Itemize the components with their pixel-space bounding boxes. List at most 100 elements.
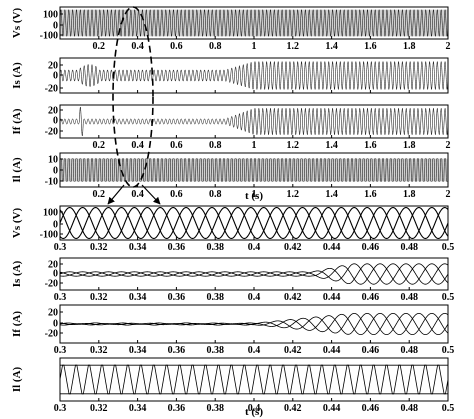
- x-tick-label: 0.2: [93, 41, 106, 52]
- x-tick-label: 0.36: [168, 403, 186, 414]
- x-tick-label: 0.4: [131, 41, 144, 52]
- panel-7: 200-20 If (A) 0.3 0.32 0.34 0.36 0.38 0.4 0.42 0.…: [11, 304, 455, 356]
- x-tick-label: 0.48: [400, 345, 418, 356]
- x-tick-label: 2: [446, 140, 451, 151]
- x-tick-label: 0.2: [93, 140, 106, 151]
- y-axis-label: If (A): [11, 311, 23, 337]
- y-tick-label: 0: [53, 269, 58, 280]
- x-tick-label: 0.3: [54, 403, 67, 414]
- x-tick-label: 0.42: [284, 403, 302, 414]
- series-phase-2: [60, 263, 448, 285]
- x-axis-label-top: t (s): [245, 190, 263, 202]
- panel-2: 200 -20 Is (A): [11, 57, 449, 95]
- x-tick-label: 2: [446, 41, 451, 52]
- y-tick-label: -100: [40, 230, 58, 241]
- series-phase-3: [60, 263, 448, 285]
- y-axis-label: Vs (V): [11, 208, 23, 239]
- x-tick-label: 1.8: [403, 41, 416, 52]
- series-phase-3: [60, 312, 448, 336]
- x-tick-label: 1.6: [364, 140, 377, 151]
- x-tick-label: 0.46: [362, 345, 380, 356]
- x-tick-label: 0.46: [362, 242, 380, 253]
- series-phase-2: [60, 312, 448, 336]
- x-tick-label: 0.4: [131, 140, 144, 151]
- series-envelope: [60, 158, 448, 182]
- x-tick-label: 0.32: [90, 403, 108, 414]
- panel-6-traces: [60, 263, 448, 285]
- y-tick-label: 10: [48, 155, 58, 166]
- x-tick-label: 0.36: [168, 242, 186, 253]
- x-tick-label: 0.3: [54, 292, 67, 303]
- x-tick-label: 0.4: [248, 403, 261, 414]
- x-tick-label: 0.5: [442, 403, 455, 414]
- x-tick-label: 0.38: [206, 242, 224, 253]
- x-tick-label: 0.6: [170, 140, 183, 151]
- zoom-arrow-right: [141, 184, 161, 205]
- series-envelope: [60, 9, 448, 37]
- series-line: [60, 158, 448, 182]
- y-tick-label: 100: [43, 208, 58, 219]
- panel-6: 200-20 Is (A) 0.3 0.32 0.34 0.36 0.38 0.4 0.42 0.…: [11, 257, 454, 303]
- y-tick-label: 0: [53, 319, 58, 330]
- x-tick-label: 1: [252, 41, 257, 52]
- panel-8: Il (A) 0.3 0.32 0.34 0.36 0.38 0.4 0.42 0.44 0.46…: [11, 357, 455, 414]
- y-tick-label: 0: [53, 116, 58, 127]
- y-tick-label: 20: [48, 260, 58, 271]
- x-tick-label: 0.8: [209, 140, 222, 151]
- y-axis-label: Vs (V): [11, 8, 23, 39]
- panel-7-traces: [60, 312, 448, 336]
- y-tick-label: 0: [53, 21, 58, 32]
- panel-4: 100-10 Il (A) 0.2 0.4 0.6 0.8 1 1.2 1.4 1.6 1.8 2: [11, 152, 451, 200]
- series-line: [60, 9, 448, 37]
- x-tick-label: 0.32: [90, 345, 108, 356]
- x-tick-label: 0.44: [323, 403, 341, 414]
- x-tick-label: 0.46: [362, 403, 380, 414]
- y-axis-label: Il (A): [11, 366, 23, 392]
- x-tick-label: 0.38: [206, 345, 224, 356]
- x-tick-label: 1.6: [364, 41, 377, 52]
- y-tick-label: 20: [48, 308, 58, 319]
- x-tick-label: 0.3: [54, 242, 67, 253]
- x-tick-label: 0.32: [90, 242, 108, 253]
- x-tick-label: 0.32: [90, 292, 108, 303]
- y-tick-label: 0: [53, 220, 58, 231]
- x-tick-label: 0.4: [131, 189, 144, 200]
- y-tick-label: 20: [48, 61, 58, 72]
- series-phase-1: [60, 312, 448, 336]
- x-tick-label: 0.6: [170, 189, 183, 200]
- y-tick-label: -10: [45, 177, 58, 188]
- x-tick-label: 0.3: [54, 345, 67, 356]
- y-tick-label: -20: [45, 279, 58, 290]
- x-tick-label: 0.5: [442, 345, 455, 356]
- y-tick-label: -20: [45, 329, 58, 340]
- x-tick-label: 0.42: [284, 345, 302, 356]
- y-tick-label: 20: [48, 106, 58, 117]
- series-phase-1: [60, 364, 448, 395]
- series-line: [60, 106, 448, 137]
- x-tick-label: 0.5: [442, 242, 455, 253]
- x-tick-label: 0.4: [248, 242, 261, 253]
- x-tick-label: 0.4: [248, 345, 261, 356]
- x-tick-label: 0.34: [129, 403, 147, 414]
- x-tick-label: 0.44: [323, 292, 341, 303]
- x-tick-label: 0.42: [284, 242, 302, 253]
- x-tick-label: 0.4: [248, 292, 261, 303]
- series-phase-2: [60, 206, 448, 240]
- x-tick-label: 0.36: [168, 292, 186, 303]
- x-tick-label: 0.8: [209, 189, 222, 200]
- x-axis-label-zoom: t (s): [245, 406, 263, 418]
- x-tick-label: 1: [252, 189, 257, 200]
- x-tick-label: 0.34: [129, 242, 147, 253]
- x-tick-label: 0.2: [93, 189, 106, 200]
- x-tick-label: 0.48: [400, 242, 418, 253]
- series-phase-3: [60, 206, 448, 240]
- y-tick-label: -100: [40, 31, 58, 42]
- y-axis-label: Is (A): [11, 260, 23, 287]
- panel-5-traces: [60, 206, 448, 240]
- series-phase-3: [60, 364, 448, 395]
- x-tick-label: 1.4: [325, 140, 338, 151]
- panel-1-traces: [60, 9, 448, 37]
